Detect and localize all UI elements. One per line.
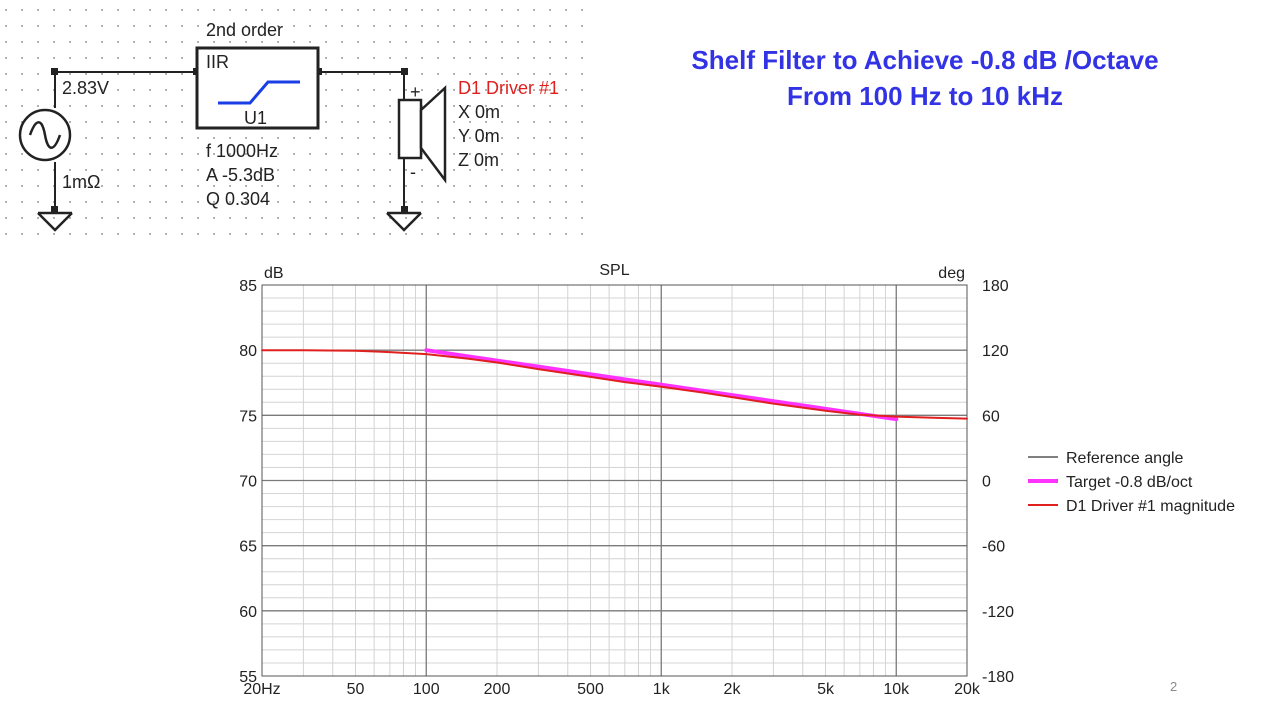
filter-type-label: IIR [206,52,229,72]
x-tick-label: 5k [817,681,835,698]
source-voltage-label: 2.83V [62,78,109,98]
speaker-plus-label: + [410,82,421,102]
y-tick-label: 75 [239,408,257,425]
chart-title: SPL [599,262,629,279]
filter-frequency-label: f 1000Hz [206,141,278,161]
iir-filter-block[interactable] [195,46,320,130]
x-tick-label: 10k [883,681,910,698]
x-tick-label: 100 [413,681,440,698]
shelf-response-icon [218,80,300,105]
filter-gain-label: A -5.3dB [206,165,275,185]
series-line-2 [424,348,899,422]
y-tick-label: 60 [239,604,257,621]
x-tick-label: 2k [724,681,742,698]
slide-title: Shelf Filter to Achieve -0.8 dB /Octave … [620,42,1230,114]
legend-label: Reference angle [1066,450,1184,467]
y2-tick-label: -120 [982,604,1014,621]
y-tick-label: 80 [239,343,257,360]
slide-title-line-2: From 100 Hz to 10 kHz [787,81,1063,111]
series-layer [261,348,968,422]
y2-tick-label: 60 [982,408,1000,425]
chart-legend: Reference angle Target -0.8 dB/oct D1 Driv… [1028,450,1235,515]
ground-icon [386,211,422,232]
legend-label: Target -0.8 dB/oct [1066,474,1193,491]
driver-y-label: Y 0m [458,126,500,146]
y2-tick-label: -180 [982,669,1014,686]
driver-z-label: Z 0m [458,150,499,170]
series-line-3 [261,349,968,420]
x-tick-label: 200 [484,681,511,698]
x-axis-ticks: 20Hz 50 100 200 500 1k 2k 5k 10k 20k [243,681,981,698]
driver-x-label: X 0m [458,102,500,122]
y-tick-label: 55 [239,669,257,686]
speaker-minus-label: - [410,162,416,182]
ac-source-icon[interactable] [18,108,72,162]
filter-q-label: Q 0.304 [206,189,270,209]
schematic: 2.83V 1mΩ 2nd order IIR U1 f 1000Hz A -5… [5,9,583,235]
y-axis-label: dB [264,265,284,282]
y-tick-label: 85 [239,278,257,295]
plot-frame [261,284,968,677]
wires [54,71,405,213]
y2-tick-label: 120 [982,343,1009,360]
y2-axis-ticks: -180 -120 -60 0 60 120 180 [982,278,1014,686]
slide-title-line-1: Shelf Filter to Achieve -0.8 dB /Octave [691,45,1159,75]
x-tick-label: 500 [577,681,604,698]
y2-tick-label: 0 [982,474,991,491]
y2-tick-label: -60 [982,539,1005,556]
y2-tick-label: 180 [982,278,1009,295]
x-tick-label: 20Hz [243,681,280,698]
spl-chart: 55 60 65 70 75 80 85 -180 -120 -60 0 60 120 180 20Hz… [239,262,1235,698]
y2-axis-label: deg [938,265,965,282]
chart-major-grid [262,285,967,676]
source-resistance-label: 1mΩ [62,172,100,192]
y-axis-ticks: 55 60 65 70 75 80 85 [239,278,257,686]
slide-number: 2 [1170,679,1178,694]
legend-label: D1 Driver #1 magnitude [1066,498,1235,515]
x-tick-label: 20k [954,681,981,698]
ground-icon [37,211,73,232]
x-tick-label: 50 [347,681,365,698]
x-tick-label: 1k [653,681,671,698]
speaker-icon[interactable] [397,85,447,184]
driver-name-label: D1 Driver #1 [458,78,559,98]
y-tick-label: 70 [239,474,257,491]
filter-order-label: 2nd order [206,20,283,40]
filter-id-label: U1 [244,108,267,128]
y-tick-label: 65 [239,539,257,556]
